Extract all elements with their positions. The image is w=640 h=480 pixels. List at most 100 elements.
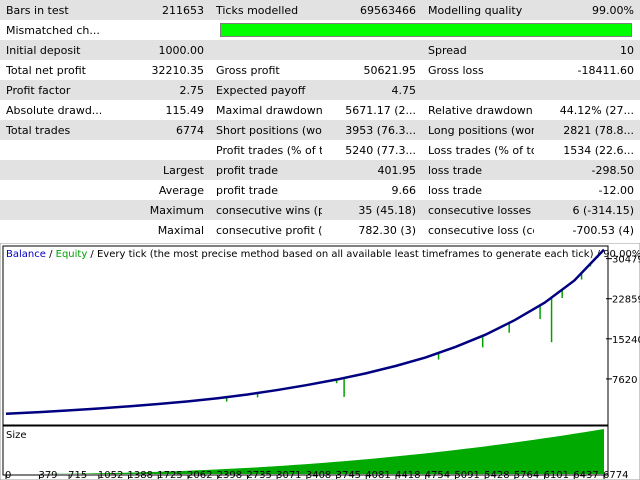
gross-loss-label: Gross loss [428, 63, 484, 77]
y-axis: 30479 22859 15240 7620 [606, 255, 640, 386]
legend-equity: Equity [56, 249, 88, 260]
net-profit-value: 32210.35 [151, 63, 205, 77]
gross-profit-value: 50621.95 [363, 63, 417, 77]
loss-trades-label: Loss trades (% of tot... [428, 143, 534, 157]
profit-factor-label: Profit factor [0, 80, 112, 100]
report-row-drawdown: Absolute drawd... 115.49 Maximal drawdow… [0, 100, 640, 120]
largest-profit-value: 401.95 [322, 160, 422, 180]
x-tick-label-11: 3745 [336, 470, 361, 480]
average-loss-value: -12.00 [598, 183, 634, 197]
x-tick-label-10: 3408 [306, 470, 331, 480]
x-tick-label-18: 6101 [544, 470, 569, 480]
legend-sep: / [46, 249, 56, 260]
x-tick-label-19: 6437 [573, 470, 598, 480]
x-tick-label-7: 2398 [217, 470, 242, 480]
report-row-average: Average profit trade 9.66 loss trade -12… [0, 180, 640, 200]
report-row-trades: Total trades 6774 Short positions (wo...… [0, 120, 640, 140]
consecutive-wins-value: 35 (45.18) [322, 200, 422, 220]
quality-value: 99.00% [534, 0, 640, 20]
legend-rest: / Every tick (the most precise method ba… [87, 249, 640, 260]
x-tick-label-17: 5764 [514, 470, 539, 480]
profit-factor-value: 2.75 [112, 80, 210, 100]
y-tick-label-2: 15240 [612, 335, 640, 346]
short-positions-value: 3953 (76.3... [322, 120, 422, 140]
total-trades-value: 6774 [112, 120, 210, 140]
x-tick-label-0: 0 [5, 470, 11, 480]
mismatched-label: Mismatched ch... [6, 23, 100, 37]
x-tick-label-9: 3071 [276, 470, 301, 480]
bars-value: 211653 [112, 0, 210, 20]
quality-bar [220, 23, 632, 37]
legend-balance: Balance [6, 249, 46, 260]
report-row-pf: Profit factor 2.75 Expected payoff 4.75 [0, 80, 640, 100]
maximal-drawdown-value: 5671.17 (2... [345, 103, 416, 117]
expected-payoff-value: 4.75 [322, 80, 422, 100]
maximal-drawdown-label: Maximal drawdown [216, 103, 322, 117]
main-plot-frame [2, 245, 609, 426]
average-profit-value: 9.66 [391, 183, 417, 197]
y-tick-label-1: 22859 [612, 295, 640, 306]
maximal-label: Maximal [157, 223, 204, 237]
report-row-maximum: Maximum consecutive wins (pr... 35 (45.1… [0, 200, 640, 220]
absolute-drawdown-label: Absolute drawd... [6, 103, 103, 117]
x-tick-label-1: 379 [38, 470, 57, 480]
report-row-largest: Largest profit trade 401.95 loss trade -… [0, 160, 640, 180]
balance-line [5, 248, 605, 415]
short-positions-label: Short positions (wo... [210, 120, 322, 140]
average-loss-label: loss trade [428, 183, 483, 197]
x-tick-label-5: 1725 [157, 470, 182, 480]
ticks-label: Ticks modelled [210, 0, 322, 20]
long-positions-value: 2821 (78.8... [534, 120, 640, 140]
deposit-label: Initial deposit [0, 40, 112, 60]
size-area [6, 429, 604, 474]
x-tick-label-2: 715 [68, 470, 87, 480]
chart-legend: Balance / Equity / Every tick (the most … [6, 249, 640, 260]
quality-label: Modelling quality [422, 0, 534, 20]
consecutive-loss-value: -700.53 (4) [572, 223, 634, 237]
quality-bar-cell [210, 20, 640, 40]
relative-drawdown-label: Relative drawdown [428, 103, 533, 117]
total-trades-label: Total trades [0, 120, 112, 140]
balance-chart: Balance / Equity / Every tick (the most … [0, 243, 640, 480]
largest-label: Largest [112, 160, 210, 180]
x-tick-label-20: 6774 [603, 470, 628, 480]
long-positions-label: Long positions (won... [422, 120, 534, 140]
largest-loss-label: loss trade [422, 160, 534, 180]
equity-series [225, 256, 599, 402]
report-row-maximal: Maximal consecutive profit (c... 782.30 … [0, 220, 640, 240]
consecutive-profit-value: 782.30 (3) [358, 223, 416, 237]
average-profit-label: profit trade [216, 183, 279, 197]
size-label: Size [6, 430, 27, 441]
relative-drawdown-value: 44.12% (27... [559, 103, 634, 117]
largest-loss-value: -298.50 [534, 160, 640, 180]
consecutive-losses-value: 6 (-314.15) [534, 200, 640, 220]
x-tick-label-4: 1388 [128, 470, 153, 480]
x-tick-label-16: 5428 [484, 470, 509, 480]
average-label: Average [158, 183, 204, 197]
x-tick-label-8: 2735 [246, 470, 271, 480]
size-series [6, 429, 604, 474]
consecutive-losses-label: consecutive losses (l... [422, 200, 534, 220]
maximum-label: Maximum [112, 200, 210, 220]
balance-series [5, 248, 605, 415]
consecutive-wins-label: consecutive wins (pr... [210, 200, 322, 220]
spread-value: 10 [534, 40, 640, 60]
profit-trades-value: 5240 (77.3... [345, 143, 416, 157]
spread-label: Spread [422, 40, 534, 60]
x-tick-label-13: 4418 [395, 470, 420, 480]
profit-trades-label: Profit trades (% of t... [216, 143, 322, 157]
report-row-profit-trades: Profit trades (% of t... 5240 (77.3... L… [0, 140, 640, 160]
absolute-drawdown-value: 115.49 [165, 103, 205, 117]
largest-profit-label: profit trade [210, 160, 322, 180]
y-tick-label-3: 7620 [612, 375, 637, 386]
loss-trades-value: 1534 (22.6... [563, 143, 634, 157]
deposit-value: 1000.00 [112, 40, 210, 60]
x-tick-label-14: 4754 [425, 470, 450, 480]
x-axis: 0 379 715 1052 1388 1725 2062 2398 2735 3071 3408 3… [5, 470, 628, 480]
consecutive-loss-label: consecutive loss (co... [428, 223, 534, 237]
bars-label: Bars in test [0, 0, 112, 20]
consecutive-profit-label: consecutive profit (c... [216, 223, 322, 237]
x-tick-label-3: 1052 [98, 470, 123, 480]
report-row-deposit: Initial deposit 1000.00 Spread 10 [0, 40, 640, 60]
ticks-value: 69563466 [322, 0, 422, 20]
